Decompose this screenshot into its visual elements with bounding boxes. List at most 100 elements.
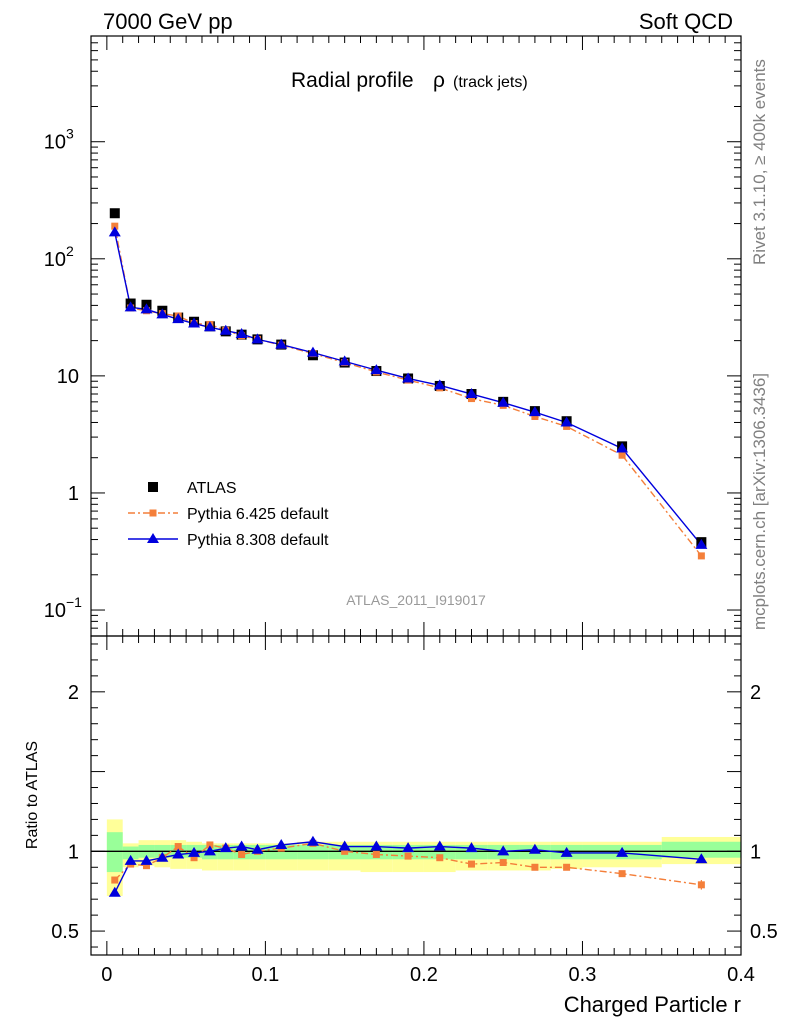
ratio-pythia6-point <box>111 876 119 884</box>
ratio-pythia6-point <box>190 854 198 862</box>
header-right: Soft QCD <box>639 9 733 34</box>
y-tick-label: 10 <box>44 132 66 154</box>
pythia8-point <box>465 388 478 399</box>
ratio-pythia8-point <box>140 854 153 865</box>
legend-label: Pythia 6.425 default <box>187 506 329 523</box>
pythia8-point <box>235 327 248 338</box>
ratio-pythia8-point <box>235 840 248 851</box>
ratio-pythia8-point <box>465 842 478 853</box>
pythia8-point <box>124 301 137 312</box>
pythia6-point <box>111 222 119 230</box>
ratio-pythia6-point <box>341 847 349 855</box>
pythia8-point <box>251 333 264 344</box>
legend-marker-atlas <box>148 482 158 492</box>
ratio-pythia8-point <box>108 886 121 897</box>
ratio-y-axis-title: Ratio to ATLAS <box>24 741 41 849</box>
y-tick-label-exponent: 3 <box>66 126 74 142</box>
ratio-y-tick-label: 0.5 <box>51 921 79 943</box>
ratio-pythia8-point <box>306 835 319 846</box>
ratio-pythia8-point <box>433 840 446 851</box>
legend-marker-pythia6 <box>149 509 157 517</box>
ratio-pythia6-point <box>404 852 412 860</box>
ratio-pythia6-point <box>206 841 214 849</box>
ratio-pythia8-point <box>338 840 351 851</box>
pythia8-point <box>528 406 541 417</box>
ratio-pythia6-point <box>436 854 444 862</box>
y-tick-label: 1 <box>68 483 79 505</box>
rivet-version-text: Rivet 3.1.10, ≥ 400k events <box>750 59 769 265</box>
ratio-pythia8-point <box>528 843 541 854</box>
ratio-line-0 <box>114 842 702 886</box>
x-tick-label: 0.2 <box>410 964 438 986</box>
pythia6-point <box>467 395 475 403</box>
mcplots-reference-text: mcplots.cern.ch [arXiv:1306.3436] <box>750 373 769 630</box>
pythia8-point <box>433 379 446 390</box>
ratio-pythia8-point <box>275 838 288 849</box>
series-line-1 <box>114 226 702 557</box>
ratio-pythia8-point <box>616 846 629 857</box>
pythia8-point <box>306 346 319 357</box>
legend-marker-pythia8 <box>147 533 159 543</box>
plot-title-suffix: (track jets) <box>453 74 528 91</box>
ratio-pythia6-point <box>174 843 182 851</box>
pythia8-point <box>338 355 351 366</box>
header-left: 7000 GeV pp <box>103 9 233 34</box>
uncertainty-band-green <box>423 844 456 860</box>
pythia8-point <box>370 364 383 375</box>
pythia6-point <box>618 451 626 459</box>
pythia8-point <box>108 226 121 237</box>
pythia6-point <box>531 412 539 420</box>
pythia8-point <box>497 396 510 407</box>
ratio-pythia6-point <box>618 870 626 878</box>
y-tick-label-exponent: −1 <box>66 594 82 610</box>
ratio-pythia8-point <box>370 840 383 851</box>
pythia8-point <box>203 321 216 332</box>
uncertainty-band-green <box>661 841 741 858</box>
ratio-y-tick-label-right: 0.5 <box>750 921 778 943</box>
series-line-2 <box>114 232 702 546</box>
y-tick-label: 10 <box>57 366 79 388</box>
x-tick-label: 0.1 <box>251 964 279 986</box>
pythia8-point <box>695 538 708 549</box>
pythia8-point <box>140 303 153 314</box>
y-tick-label: 10 <box>44 600 66 622</box>
ratio-pythia6-point <box>142 862 150 870</box>
ratio-pythia8-point <box>124 854 137 865</box>
ratio-pythia6-point <box>372 851 380 859</box>
uncertainty-band-green <box>297 844 329 860</box>
ratio-y-tick-label-right: 1 <box>750 841 761 863</box>
pythia6-point <box>697 552 705 560</box>
pythia8-point <box>172 313 185 324</box>
pythia8-point <box>188 317 201 328</box>
pythia8-point <box>560 416 573 427</box>
plot-title: Radial profile <box>291 69 414 92</box>
ratio-pythia8-point <box>695 853 708 864</box>
y-tick-label: 10 <box>44 249 66 271</box>
plot-title-symbol: ρ <box>433 69 445 92</box>
ratio-y-tick-label: 1 <box>68 841 79 863</box>
ratio-pythia8-point <box>560 846 573 857</box>
x-tick-label: 0.3 <box>569 964 597 986</box>
uncertainty-band-green <box>122 846 139 860</box>
ratio-pythia6-point <box>238 851 246 859</box>
ratio-pythia8-point <box>497 845 510 856</box>
x-axis-title: Charged Particle r <box>564 992 741 1017</box>
ratio-pythia6-point <box>499 858 507 866</box>
pythia8-point <box>275 338 288 349</box>
ratio-pythia8-point <box>219 842 232 853</box>
main-plot: Radial profile ρ (track jets) ATLAS_2011_I9… <box>44 35 742 637</box>
ratio-y-tick-label: 2 <box>68 682 79 704</box>
analysis-watermark: ATLAS_2011_I919017 <box>346 592 486 608</box>
ratio-pythia8-point <box>188 846 201 857</box>
pythia8-point <box>219 324 232 335</box>
legend-label: ATLAS <box>187 480 237 497</box>
ratio-pythia6-point <box>563 863 571 871</box>
ratio-pythia8-point <box>172 848 185 859</box>
ratio-line-1 <box>114 841 702 894</box>
ratio-pythia6-point <box>531 863 539 871</box>
ratio-pythia8-point <box>156 851 169 862</box>
ratio-pythia8-point <box>402 842 415 853</box>
ratio-pythia8-point <box>203 845 216 856</box>
x-tick-label: 0.4 <box>727 964 755 986</box>
